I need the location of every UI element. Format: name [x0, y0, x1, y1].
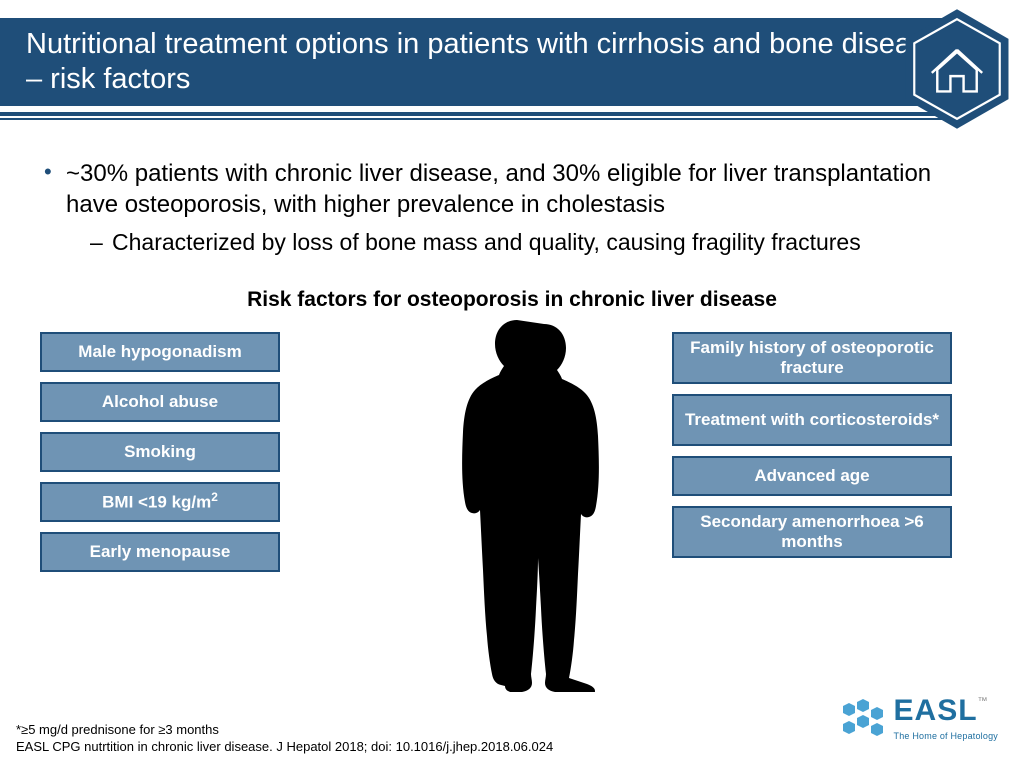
logo-tm: ™ — [978, 696, 988, 707]
risk-factors-left: Male hypogonadism Alcohol abuse Smoking … — [40, 332, 280, 582]
bullet-main: ~30% patients with chronic liver disease… — [40, 158, 980, 220]
title-underline-thin — [0, 118, 960, 120]
risk-factor-box: Alcohol abuse — [40, 382, 280, 422]
easl-logo: EASL™ The Home of Hepatology — [839, 696, 998, 744]
risk-factor-box: Treatment with corticosteroids* — [672, 394, 952, 446]
risk-factors-right: Family history of osteoporotic fracture … — [672, 332, 952, 568]
title-bar: Nutritional treatment options in patient… — [0, 18, 960, 106]
risk-factor-box: BMI <19 kg/m2 — [40, 482, 280, 522]
risk-factor-box: Secondary amenorrhoea >6 months — [672, 506, 952, 558]
footnote-line: EASL CPG nutrtition in chronic liver dis… — [16, 739, 553, 756]
risk-factor-box: Male hypogonadism — [40, 332, 280, 372]
risk-factor-box: Smoking — [40, 432, 280, 472]
diagram-heading: Risk factors for osteoporosis in chronic… — [0, 288, 1024, 312]
logo-name: EASL — [894, 694, 978, 727]
risk-factor-box: Early menopause — [40, 532, 280, 572]
title-underline — [0, 112, 960, 116]
logo-tagline: The Home of Hepatology — [894, 731, 998, 741]
risk-factor-box: Family history of osteoporotic fracture — [672, 332, 952, 384]
logo-text: EASL™ The Home of Hepatology — [894, 696, 998, 744]
footnote-line: *≥5 mg/d prednisone for ≥3 months — [16, 722, 553, 739]
slide-title: Nutritional treatment options in patient… — [26, 27, 960, 97]
risk-factor-box: Advanced age — [672, 456, 952, 496]
home-hexagon-icon[interactable] — [902, 6, 1012, 132]
footnotes: *≥5 mg/d prednisone for ≥3 months EASL C… — [16, 722, 553, 756]
logo-hex-cluster-icon — [839, 697, 885, 744]
bullet-list: ~30% patients with chronic liver disease… — [40, 158, 980, 258]
bullet-sub: Characterized by loss of bone mass and q… — [40, 228, 980, 258]
person-silhouette-icon — [432, 316, 602, 692]
slide: Nutritional treatment options in patient… — [0, 0, 1024, 768]
